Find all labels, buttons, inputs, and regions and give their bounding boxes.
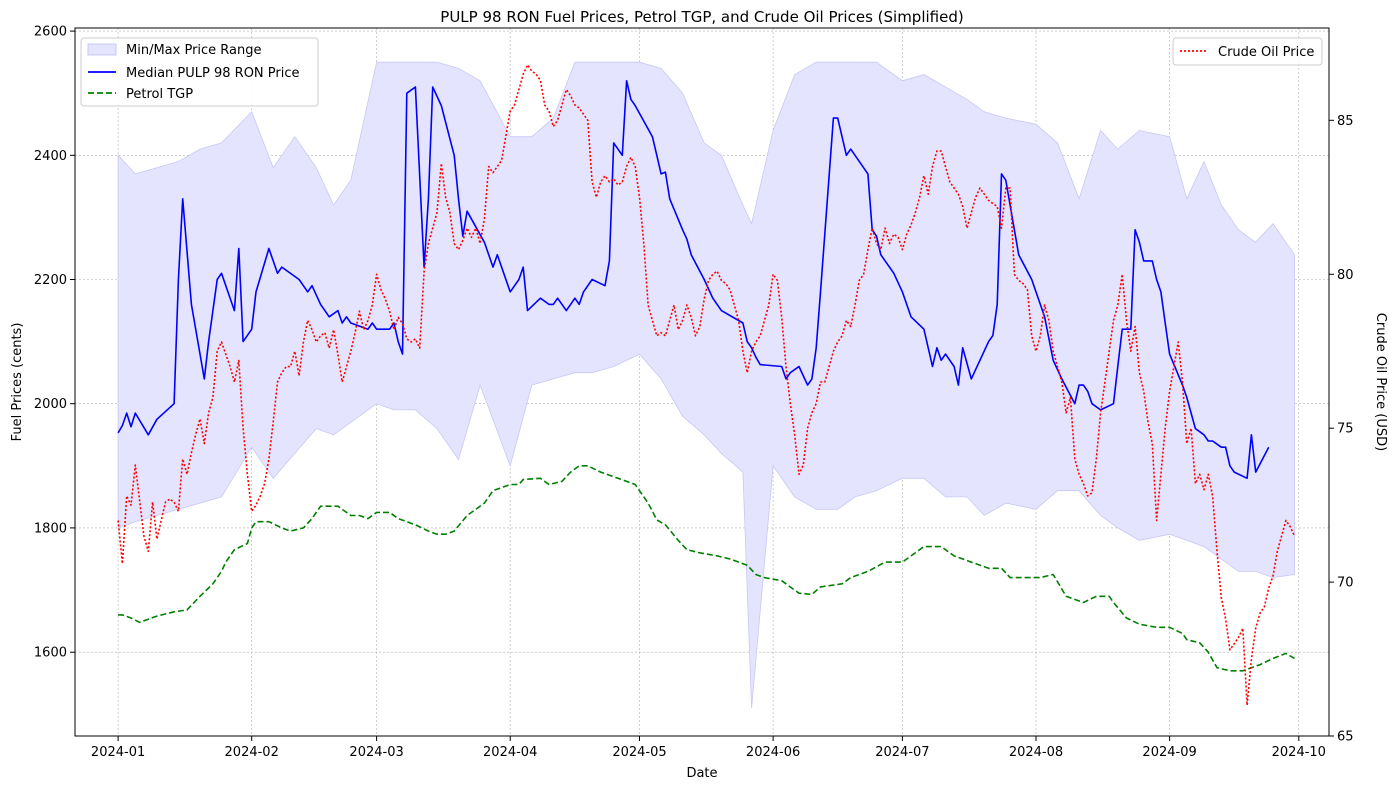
y-left-tick-label-4: 2400 [34,149,67,164]
y-right-tick-label-4: 85 [1337,114,1354,129]
legend-right-box [1172,37,1323,66]
y-axis-left-title: Fuel Prices (cents) [10,323,25,442]
x-tick-label-8: 2024-09 [1142,745,1196,760]
y-right-tick-label-0: 65 [1337,730,1354,745]
y-axis-left: 1600 1800 2000 2200 2400 2600 [34,25,75,661]
legend-label-tgp: Petrol TGP [126,87,193,102]
legend-label-crude: Crude Oil Price [1218,45,1314,60]
series-petrol-tgp-line [118,465,1295,672]
x-tick-label-5: 2024-06 [746,745,800,760]
x-tick-label-9: 2024-10 [1272,745,1326,760]
x-axis-title: Date [686,766,717,781]
legend-left-box [80,37,319,107]
x-tick-label-3: 2024-04 [483,745,537,760]
x-tick-label-4: 2024-05 [612,745,666,760]
y-left-tick-label-5: 2600 [34,25,67,40]
series-crude-oil-line [117,64,1296,706]
x-tick-label-0: 2024-01 [91,745,145,760]
x-axis: 2024-01 2024-02 2024-03 2024-04 2024-05 2024-… [91,736,1326,760]
y-right-tick-label-1: 70 [1337,576,1354,591]
legend-left: Min/Max Price Range Median PULP 98 RON P… [80,37,319,107]
y-left-tick-label-2: 2000 [34,397,67,412]
legend-label-range: Min/Max Price Range [126,43,262,58]
x-tick-label-2: 2024-03 [349,745,403,760]
legend-label-median: Median PULP 98 RON Price [126,66,300,81]
y-axis-right: 65 70 75 80 85 [1329,114,1354,745]
x-tick-label-7: 2024-08 [1009,745,1063,760]
series-median-price-line [117,80,1270,480]
legend-swatch-range [87,43,117,56]
y-right-tick-label-2: 75 [1337,422,1354,437]
y-left-tick-label-1: 1800 [34,521,67,536]
chart-title: PULP 98 RON Fuel Prices, Petrol TGP, and… [440,8,963,26]
y-right-tick-label-3: 80 [1337,268,1354,283]
legend-right: Crude Oil Price [1172,37,1323,66]
plot-area [117,61,1296,709]
plot-frame [74,27,1330,737]
y-axis-right-title: Crude Oil Price (USD) [1373,313,1388,451]
x-tick-label-1: 2024-02 [225,745,279,760]
y-left-tick-label-0: 1600 [34,646,67,661]
y-left-tick-label-3: 2200 [34,273,67,288]
x-tick-label-6: 2024-07 [875,745,929,760]
